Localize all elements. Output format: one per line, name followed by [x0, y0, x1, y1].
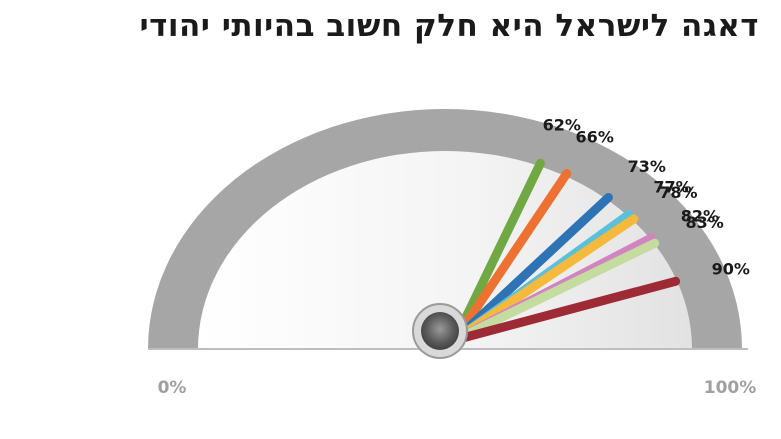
- value-label-77: 77%: [653, 178, 691, 197]
- min-label: 0%: [158, 378, 187, 398]
- needle-83: [450, 238, 660, 345]
- gauge-face: [198, 151, 692, 349]
- value-label-62: 62%: [543, 115, 581, 134]
- value-label-83: 83%: [685, 213, 723, 232]
- max-label: 100%: [704, 378, 757, 398]
- needle-62: [450, 158, 545, 345]
- value-label-73: 73%: [628, 157, 666, 176]
- gauge-hub: [421, 312, 459, 350]
- value-labels-group: 62%66% 73% 77%78% 82%83% 90%: [543, 115, 750, 278]
- needle-66: [450, 169, 572, 345]
- value-label-66: 66%: [576, 128, 614, 147]
- value-label-90: 90%: [712, 259, 750, 278]
- needle-90: [450, 276, 681, 345]
- value-label-82: 82%: [681, 207, 719, 226]
- needles-group: [450, 158, 681, 345]
- chart-title: דאגה לישראל היא חלק חשוב בהיותי יהודי: [139, 8, 759, 44]
- value-label-78: 78%: [659, 183, 697, 202]
